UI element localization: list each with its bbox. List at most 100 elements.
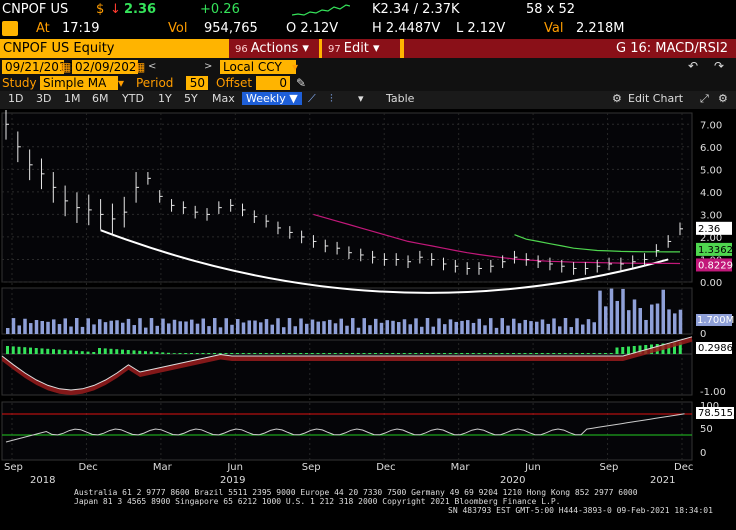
currency: $ <box>96 2 105 17</box>
volume-bar <box>477 318 481 334</box>
volume-bar <box>103 322 108 334</box>
volume-bar <box>483 325 487 334</box>
chart-type-dropdown-icon[interactable]: ▾ <box>358 92 364 105</box>
currency-dropdown-icon[interactable]: ▾ <box>292 60 299 74</box>
volume-bar <box>638 308 642 334</box>
offset-field[interactable]: 0 <box>256 76 290 90</box>
volume-bar <box>494 327 499 334</box>
zoom-icon[interactable]: ⤢ <box>700 92 709 105</box>
volume-bar <box>655 303 660 334</box>
low-price: L 2.12V <box>456 21 506 36</box>
macd-hist-bar <box>46 348 50 354</box>
volume-bar <box>109 320 113 334</box>
title-fill <box>404 39 736 58</box>
period-label: Period <box>136 76 174 90</box>
trade-time: 17:19 <box>62 21 100 36</box>
macd-hist-bar <box>362 353 366 354</box>
macd-hist-bar <box>391 353 395 354</box>
redo-icon[interactable]: ↷ <box>714 59 725 73</box>
calendar-end-icon[interactable]: ▦ <box>134 60 146 74</box>
macd-hist-bar <box>149 351 153 354</box>
back-arrow-icon[interactable]: < <box>148 61 157 72</box>
macd-hist-bar <box>489 353 492 354</box>
macd-hist-bar <box>75 350 78 354</box>
period-max[interactable]: Max <box>212 92 235 105</box>
period-6m[interactable]: 6M <box>92 92 109 105</box>
period-1m[interactable]: 1M <box>64 92 81 105</box>
volume-bar <box>316 321 320 334</box>
volume-bar <box>190 319 194 334</box>
frequency-select[interactable]: Weekly ▼ <box>242 92 302 105</box>
volume-bar <box>339 318 343 334</box>
macd-hist-bar <box>109 348 113 354</box>
currency-select[interactable]: Local CCY <box>220 60 296 74</box>
period-field[interactable]: 50 <box>186 76 208 90</box>
volume-bar <box>546 323 550 334</box>
macd-hist-bar <box>483 353 487 354</box>
actions-menu[interactable]: 96 Actions ▾ <box>229 39 319 58</box>
volume-bar <box>661 289 665 334</box>
year-label: 2018 <box>30 475 55 486</box>
security-name[interactable]: CNPOF US Equity <box>0 39 226 58</box>
macd-hist-bar <box>115 349 119 354</box>
value-label: Val <box>544 21 564 36</box>
macd-hist-bar <box>402 353 406 354</box>
volume-bar <box>615 300 619 334</box>
end-date-field[interactable]: 02/09/2021 <box>72 60 144 74</box>
forward-arrow-icon[interactable]: > <box>204 61 213 72</box>
study-dropdown-icon[interactable]: ▾ <box>118 76 125 90</box>
settings-icon[interactable]: ⚙ <box>612 92 622 105</box>
volume-bar <box>253 320 257 334</box>
volume-bar <box>362 318 366 334</box>
start-date-field[interactable]: 09/21/2018 <box>2 60 74 74</box>
macd-hist-bar <box>195 353 199 354</box>
price-tick-label: 3.00 <box>700 210 722 221</box>
macd-hist-bar <box>615 347 619 354</box>
macd-hist-bar <box>546 353 550 354</box>
macd-hist-bar <box>437 353 441 354</box>
macd-hist-bar <box>17 346 21 354</box>
period-3d[interactable]: 3D <box>36 92 52 105</box>
volume-bar <box>621 288 625 334</box>
undo-icon[interactable]: ↶ <box>688 59 699 73</box>
volume-bar <box>75 318 79 334</box>
macd-hist-bar <box>345 353 349 354</box>
ticker[interactable]: CNPOF US <box>2 2 69 17</box>
edit-chart-button[interactable]: Edit Chart <box>628 92 684 105</box>
price-chart[interactable]: 7.006.005.004.003.002.001.000.002.361.33… <box>0 110 736 486</box>
footer-line-1: Australia 61 2 9777 8600 Brazil 5511 239… <box>74 488 638 497</box>
volume-bar <box>230 324 234 334</box>
volume-bar <box>98 319 102 334</box>
news-icon[interactable] <box>2 21 18 36</box>
volume-bar <box>581 324 585 334</box>
volume-bar <box>431 326 435 334</box>
macd-hist-bar <box>63 350 67 354</box>
month-label: Mar <box>451 462 471 473</box>
line-chart-icon[interactable]: ⟋ <box>308 92 316 105</box>
macd-hist-bar <box>581 353 584 354</box>
calendar-icon[interactable]: ▦ <box>60 60 72 74</box>
footer-line-2: Japan 81 3 4565 8900 Singapore 65 6212 1… <box>74 497 561 506</box>
table-button[interactable]: Table <box>386 92 415 105</box>
period-5y[interactable]: 5Y <box>184 92 198 105</box>
edit-number: 97 <box>328 44 341 55</box>
study-type-select[interactable]: Simple MA <box>40 76 118 90</box>
volume-bar <box>213 318 217 334</box>
volume-bar <box>276 318 280 334</box>
macd-hist-bar <box>356 353 360 354</box>
macd-hist-bar <box>121 349 124 354</box>
period-ytd[interactable]: YTD <box>122 92 144 105</box>
price-tick-label: 4.00 <box>700 188 722 199</box>
chart-settings-icon[interactable]: ⚙ <box>718 92 728 105</box>
volume-bar <box>69 326 73 334</box>
bar-chart-icon[interactable]: ⫶ <box>330 92 333 105</box>
volume-bar <box>586 319 591 334</box>
macd-hist-bar <box>29 347 32 354</box>
ma200-tag: 0.8229 <box>698 260 733 271</box>
edit-menu[interactable]: 97 Edit ▾ <box>322 39 400 58</box>
period-1d[interactable]: 1D <box>8 92 24 105</box>
macd-hist-bar <box>132 350 136 354</box>
pencil-icon[interactable]: ✎ <box>296 76 307 90</box>
year-label: 2021 <box>650 475 675 486</box>
period-1y[interactable]: 1Y <box>158 92 172 105</box>
